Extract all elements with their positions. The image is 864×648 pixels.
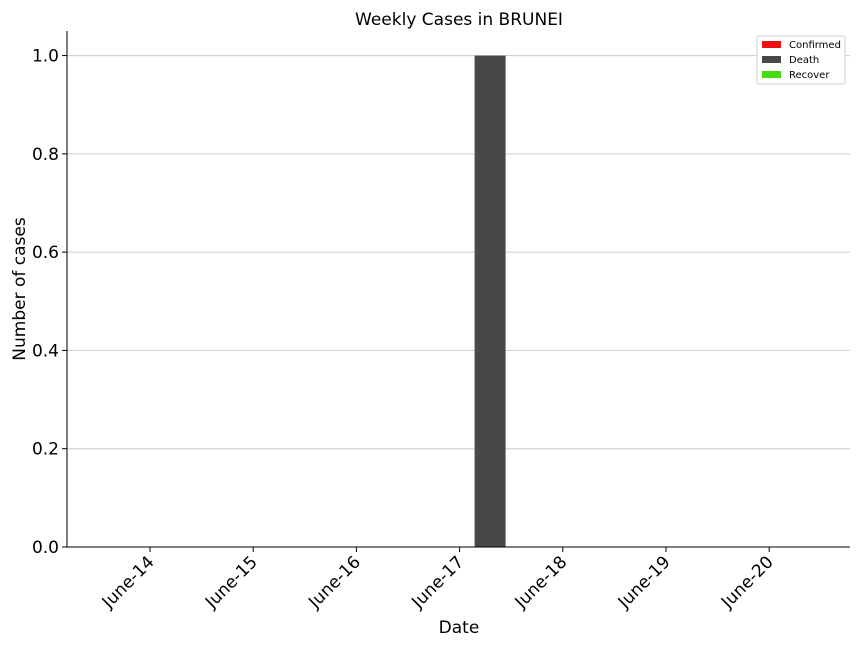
y-tick-label: 0.4 — [32, 341, 59, 361]
x-axis-ticks: June-14 June-15 June-16 June-17 June-18 June-… — [98, 547, 778, 613]
y-axis-ticks: 0.0 0.2 0.4 0.6 0.8 1.0 — [32, 47, 67, 558]
gridlines — [67, 55, 850, 450]
y-tick-label: 1.0 — [32, 47, 59, 67]
y-tick-label: 0.0 — [32, 538, 59, 558]
x-tick-label: June-14 — [98, 552, 159, 613]
legend-label-death: Death — [789, 55, 819, 66]
legend-label-recover: Recover — [789, 70, 830, 81]
y-tick-label: 0.2 — [32, 440, 59, 460]
y-tick-label: 0.6 — [32, 243, 59, 263]
x-tick-label: June-16 — [304, 552, 365, 613]
x-tick-label: June-20 — [717, 552, 778, 613]
legend-swatch-death — [762, 56, 781, 63]
bars — [474, 55, 506, 547]
x-axis-label: Date — [439, 618, 480, 638]
legend-swatch-confirmed — [762, 41, 781, 48]
x-tick-label: June-19 — [614, 552, 675, 613]
y-axis-label: Number of cases — [10, 217, 30, 361]
chart-title: Weekly Cases in BRUNEI — [355, 10, 563, 30]
legend-swatch-recover — [762, 71, 781, 78]
legend: Confirmed Death Recover — [756, 35, 846, 85]
legend-label-confirmed: Confirmed — [789, 40, 841, 51]
bar-death-june-17 — [474, 55, 506, 547]
x-tick-label: June-18 — [511, 552, 572, 613]
y-tick-label: 0.8 — [32, 145, 59, 165]
x-tick-label: June-15 — [201, 552, 262, 613]
x-tick-label: June-17 — [407, 552, 468, 613]
